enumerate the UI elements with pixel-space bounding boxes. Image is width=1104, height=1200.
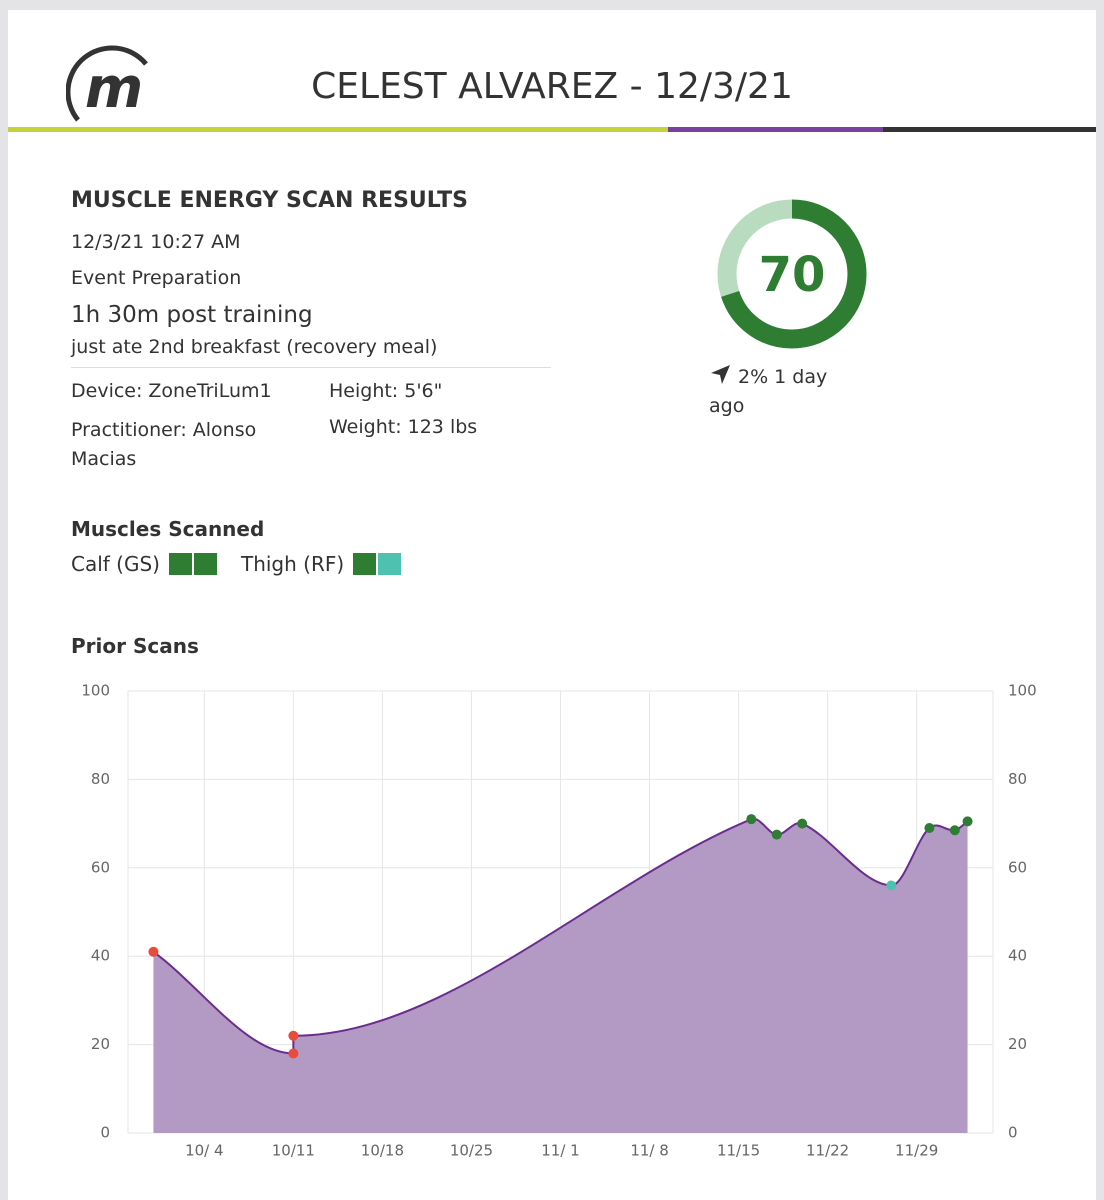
- y-tick-label: 100: [81, 682, 110, 700]
- muscle-indicator: [353, 553, 377, 575]
- report: m CELEST ALVAREZ - 12/3/21 MUSCLE ENERGY…: [8, 10, 1096, 1200]
- section-title: MUSCLE ENERGY SCAN RESULTS: [71, 188, 469, 213]
- chart-title: Prior Scans: [71, 634, 199, 658]
- y2-tick-label: 100: [1008, 682, 1037, 700]
- y-tick-label: 0: [100, 1124, 110, 1142]
- muscle-list: Calf (GS) Thigh (RF): [71, 552, 403, 576]
- section-title: Muscles Scanned: [71, 517, 265, 541]
- score-change: 2% 1 day ago: [709, 366, 828, 417]
- y2-tick-label: 80: [1008, 770, 1027, 788]
- divider: [668, 127, 883, 132]
- x-tick-label: 11/15: [717, 1142, 760, 1160]
- y2-tick-label: 60: [1008, 858, 1027, 876]
- y-tick-label: 20: [91, 1035, 110, 1053]
- muscle-indicator: [168, 553, 192, 575]
- y-tick-label: 80: [91, 770, 110, 788]
- data-point: [771, 829, 782, 840]
- area: [153, 818, 968, 1133]
- logo-arc: [66, 45, 148, 122]
- muscle-indicator: [193, 553, 217, 575]
- score-value: 70: [759, 247, 826, 303]
- y2-tick-label: 20: [1008, 1035, 1027, 1053]
- data-point: [962, 816, 973, 827]
- scan-datetime: 12/3/21 10:27 AM: [71, 231, 241, 253]
- x-tick-label: 10/ 4: [185, 1142, 223, 1160]
- weight: Weight: 123 lbs: [329, 416, 478, 438]
- scan-event: Event Preparation: [71, 267, 242, 289]
- height: Height: 5'6": [329, 380, 443, 402]
- x-tick-label: 10/25: [450, 1142, 493, 1160]
- data-point: [746, 814, 757, 825]
- x-tick-label: 11/ 8: [630, 1142, 668, 1160]
- y-tick-label: 40: [91, 947, 110, 965]
- arrow-icon: [711, 365, 730, 384]
- practitioner: Practitioner: Alonso Macias: [71, 419, 257, 470]
- data-point: [148, 946, 159, 957]
- x-tick-label: 10/18: [361, 1142, 404, 1160]
- data-point: [886, 880, 897, 891]
- x-tick-label: 11/22: [806, 1142, 849, 1160]
- y2-tick-label: 40: [1008, 947, 1027, 965]
- x-tick-label: 11/29: [895, 1142, 938, 1160]
- ring-value: [717, 199, 867, 349]
- data-point: [949, 825, 960, 836]
- scan-note: just ate 2nd breakfast (recovery meal): [71, 336, 438, 358]
- scan-timing: 1h 30m post training: [71, 302, 313, 328]
- muscle-indicator: [378, 553, 402, 575]
- muscle-label: Calf (GS): [71, 552, 160, 576]
- logo-letter: m: [85, 56, 143, 121]
- data-point: [288, 1030, 299, 1041]
- divider: [8, 127, 668, 132]
- y2-tick-label: 0: [1008, 1124, 1018, 1142]
- data-point: [288, 1048, 299, 1059]
- logo: m: [66, 45, 148, 122]
- data-point: [797, 818, 808, 829]
- line: [152, 817, 969, 1055]
- data-point: [924, 823, 935, 834]
- x-tick-label: 11/ 1: [541, 1142, 579, 1160]
- device: Device: ZoneTriLum1: [71, 380, 272, 402]
- x-tick-label: 10/11: [272, 1142, 315, 1160]
- divider: [883, 127, 1096, 132]
- y-tick-label: 60: [91, 858, 110, 876]
- muscle-label: Thigh (RF): [240, 552, 345, 576]
- report-title: CELEST ALVAREZ - 12/3/21: [311, 66, 793, 107]
- score-ring: 70: [717, 199, 867, 349]
- separator: [71, 367, 551, 368]
